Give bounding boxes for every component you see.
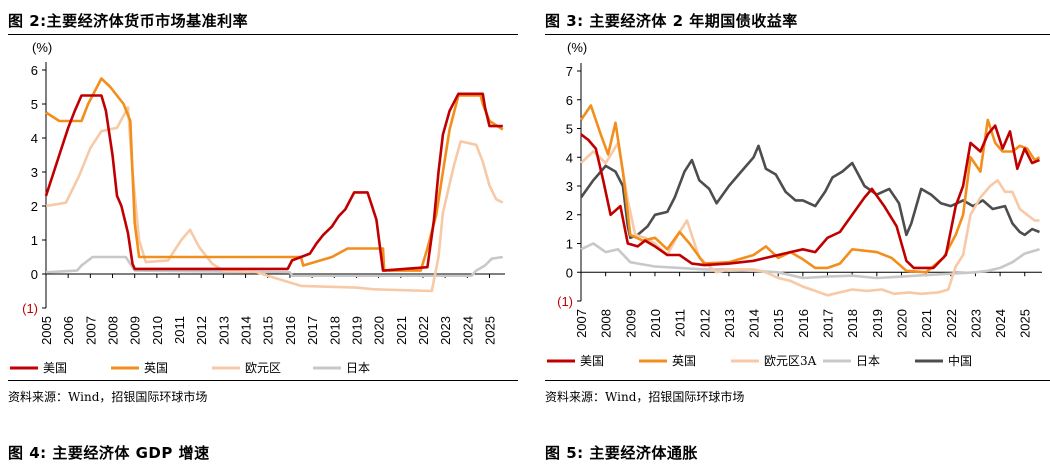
series-line-5 xyxy=(579,144,1040,240)
x-tick-label: 2007 xyxy=(574,309,589,338)
y-tick-label: 2 xyxy=(31,199,38,214)
x-tick-label: 2020 xyxy=(372,316,387,345)
x-tick-label: 2021 xyxy=(394,316,409,345)
x-tick-label: 2013 xyxy=(216,316,231,345)
x-tick-label: 2025 xyxy=(1018,309,1033,338)
figure-3-source: 资料来源：Wind，招银国际环球市场 xyxy=(545,390,745,404)
x-tick-label: 2019 xyxy=(349,316,364,345)
legend-label: 英国 xyxy=(144,361,168,375)
x-tick-label: 2015 xyxy=(261,316,276,345)
x-tick-label: 2010 xyxy=(150,316,165,345)
x-tick-label: 2021 xyxy=(919,309,934,338)
x-tick-label: 2015 xyxy=(771,309,786,338)
x-tick-label: 2012 xyxy=(697,309,712,338)
y-axis-unit-label: (%) xyxy=(567,40,587,55)
x-tick-label: 2024 xyxy=(460,316,475,345)
y-tick-label: 7 xyxy=(566,64,573,79)
legend-label: 欧元区3A xyxy=(764,354,817,368)
figure-4-title: 图 4: 主要经济体 GDP 增速 xyxy=(8,444,210,462)
figure-2-title: 图 2:主要经济体货币市场基准利率 xyxy=(8,12,249,30)
series-line-2 xyxy=(579,104,1041,274)
y-tick-label: 0 xyxy=(31,267,38,282)
x-tick-label: 2005 xyxy=(39,316,54,345)
x-tick-label: 2017 xyxy=(305,316,320,345)
legend-label: 日本 xyxy=(856,354,880,368)
y-tick-label: 0 xyxy=(566,265,573,280)
x-tick-label: 2016 xyxy=(796,309,811,338)
series-line-1 xyxy=(44,92,503,272)
y-tick-label: 4 xyxy=(566,150,573,165)
figure-3-chart: (%) 7 6 5 4 3 2 1 0 (1)2007 2008 2009 2010 2011 2012 20… xyxy=(547,40,1042,368)
x-tick-label: 2006 xyxy=(61,316,76,345)
legend-label: 中国 xyxy=(948,353,972,368)
y-tick-label: 3 xyxy=(31,165,38,180)
legend-label: 美国 xyxy=(43,361,67,375)
y-tick-label: 6 xyxy=(31,63,38,78)
series-line-4 xyxy=(580,242,1040,280)
figure-2-bottom-rule xyxy=(8,380,518,381)
x-tick-label: 2010 xyxy=(648,309,663,338)
legend-label: 英国 xyxy=(672,354,696,368)
x-tick-label: 2024 xyxy=(993,309,1008,338)
y-tick-label: 5 xyxy=(31,97,38,112)
x-tick-label: 2025 xyxy=(482,316,497,345)
y-tick-label: 2 xyxy=(566,208,573,223)
figure-2-source: 资料来源：Wind，招银国际环球市场 xyxy=(8,390,208,404)
x-tick-label: 2018 xyxy=(845,309,860,338)
x-tick-label: 2011 xyxy=(673,309,688,337)
legend-label: 美国 xyxy=(580,354,604,368)
x-tick-label: 2017 xyxy=(821,309,836,338)
legend-label: 欧元区 xyxy=(245,361,281,375)
x-tick-label: 2020 xyxy=(894,309,909,338)
x-tick-label: 2016 xyxy=(283,316,298,345)
figure-3-bottom-rule xyxy=(545,380,1050,381)
y-tick-label: 4 xyxy=(31,131,38,146)
y-tick-label: 1 xyxy=(566,237,573,252)
x-tick-label: 2023 xyxy=(438,316,453,345)
figure-5-title: 图 5: 主要经济体通胀 xyxy=(545,444,698,462)
figure-3-title: 图 3: 主要经济体 2 年期国债收益率 xyxy=(545,12,798,30)
series-line-1 xyxy=(580,124,1040,270)
figure-2-chart: (%) 6 5 4 3 2 1 0 (1)2005 2006 2007 2008 2009 2010 201… xyxy=(10,40,505,375)
x-tick-label: 2014 xyxy=(747,309,762,338)
x-tick-label: 2007 xyxy=(83,316,98,345)
x-tick-label: 2009 xyxy=(128,316,143,345)
x-tick-label: 2009 xyxy=(623,309,638,338)
y-axis-unit-label: (%) xyxy=(32,40,52,55)
y-tick-label: (1) xyxy=(22,301,38,316)
x-tick-label: 2008 xyxy=(106,316,121,345)
figure-2-panel: 图 2:主要经济体货币市场基准利率 (%) 6 5 4 3 2 1 0 (1) 2005 2006 2… xyxy=(8,0,518,415)
figure-3-panel: 图 3: 主要经济体 2 年期国债收益率 (%) 7 6 5 4 3 2 1 0 (1) 2007 2… xyxy=(545,0,1050,415)
y-tick-label: 3 xyxy=(566,179,573,194)
y-tick-label: 5 xyxy=(566,122,573,137)
y-tick-label: 6 xyxy=(566,93,573,108)
legend-label: 日本 xyxy=(346,361,370,375)
y-tick-label: 1 xyxy=(31,233,38,248)
x-tick-label: 2022 xyxy=(416,316,431,345)
x-tick-label: 2019 xyxy=(870,309,885,338)
x-tick-label: 2011 xyxy=(172,316,187,344)
y-tick-label: (1) xyxy=(557,294,573,309)
figure-2-top-rule xyxy=(8,34,518,35)
series-line-4 xyxy=(45,255,503,277)
series-line-2 xyxy=(45,77,504,272)
x-tick-label: 2012 xyxy=(194,316,209,345)
figure-3-top-rule xyxy=(545,34,1050,35)
x-tick-label: 2013 xyxy=(722,309,737,338)
x-tick-label: 2014 xyxy=(239,316,254,345)
series-line-3 xyxy=(45,106,504,293)
series-line-3 xyxy=(580,141,1040,297)
x-tick-label: 2023 xyxy=(968,309,983,338)
x-tick-label: 2008 xyxy=(599,309,614,338)
x-tick-label: 2022 xyxy=(944,309,959,338)
x-tick-label: 2018 xyxy=(327,316,342,345)
